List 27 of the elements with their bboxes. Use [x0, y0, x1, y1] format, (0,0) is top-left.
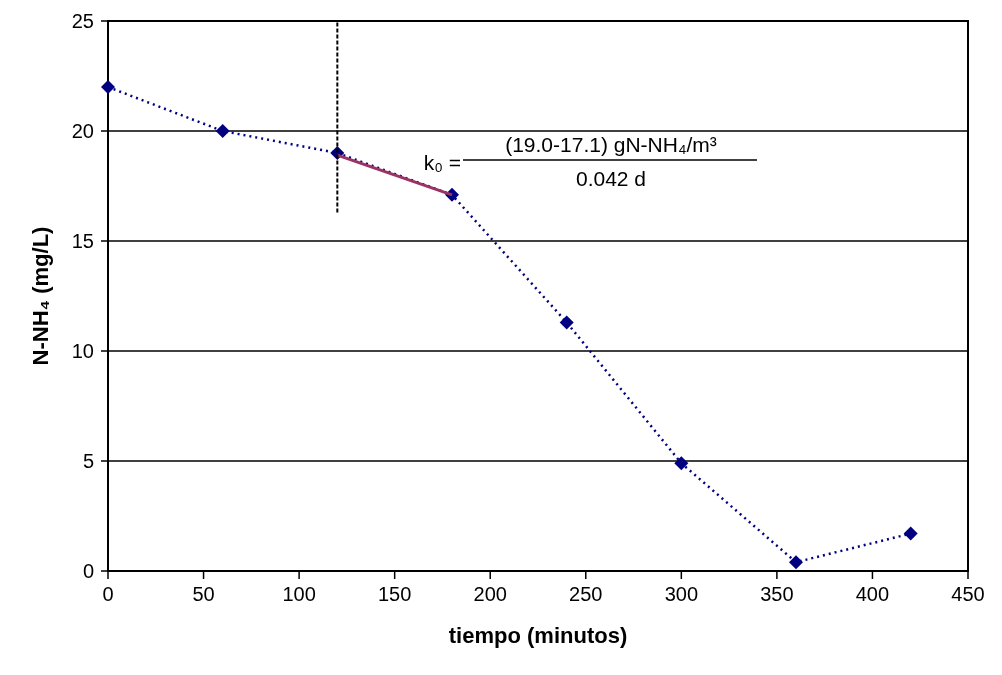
annotation: 0.042 d — [575, 167, 647, 190]
y-axis-title: N-NH₄ (mg/L) — [28, 226, 53, 366]
x-tick-label: 0 — [102, 583, 114, 605]
point — [559, 315, 574, 330]
y-tick-label: 10 — [71, 340, 94, 362]
annotation: k₀ = — [423, 151, 461, 174]
y-tick-label: 5 — [82, 450, 94, 472]
annotation: (19.0-17.1) gN-NH₄/m³ — [505, 133, 717, 156]
y-tick-label: 0 — [82, 560, 94, 582]
x-tick-label: 100 — [282, 583, 316, 605]
x-axis-title: tiempo (minutos) — [448, 623, 628, 648]
x-tick-label: 50 — [192, 583, 215, 605]
x-tick-label: 150 — [377, 583, 412, 605]
y-tick-label: 20 — [71, 120, 94, 142]
point — [903, 526, 918, 541]
y-tick-label: 25 — [71, 10, 94, 32]
point — [789, 555, 803, 570]
x-tick-label: 200 — [473, 583, 507, 605]
x-tick-label: 300 — [664, 583, 699, 605]
point — [674, 456, 689, 471]
x-tick-label: 250 — [569, 583, 603, 605]
y-tick-label: 15 — [71, 230, 94, 252]
point — [215, 124, 230, 138]
x-tick-label: 350 — [760, 583, 794, 605]
point — [101, 80, 115, 94]
x-tick-label: 400 — [855, 583, 890, 605]
x-tick-label: 450 — [951, 583, 985, 605]
